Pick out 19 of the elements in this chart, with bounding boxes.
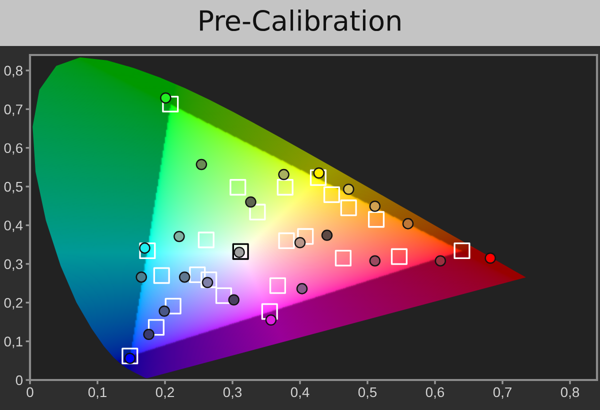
- chart-title: Pre-Calibration: [200, 10, 400, 32]
- y-tick-label: 0,2: [4, 298, 22, 310]
- x-tick-label: 0,5: [358, 387, 377, 399]
- x-tick-label: 0,3: [223, 387, 242, 399]
- x-tick-label: 0,7: [493, 387, 512, 399]
- x-tick-label: 0,6: [426, 387, 444, 399]
- x-tick-label: 0,8: [560, 387, 580, 399]
- y-tick-label: 0,7: [4, 104, 22, 116]
- y-tick-label: 0: [16, 375, 23, 386]
- y-tick-label: 0,1: [4, 336, 22, 348]
- x-tick-label: 0,4: [290, 387, 310, 399]
- y-tick-label: 0,3: [4, 259, 22, 271]
- y-tick-label: 0,4: [4, 220, 23, 232]
- x-tick-label: 0: [26, 387, 34, 398]
- x-tick-label: 0,2: [156, 387, 174, 399]
- x-tick-label: 0,1: [88, 387, 106, 399]
- y-tick-label: 0,8: [4, 66, 22, 78]
- y-tick-label: 0,5: [4, 182, 22, 194]
- y-tick-label: 0,6: [4, 143, 22, 155]
